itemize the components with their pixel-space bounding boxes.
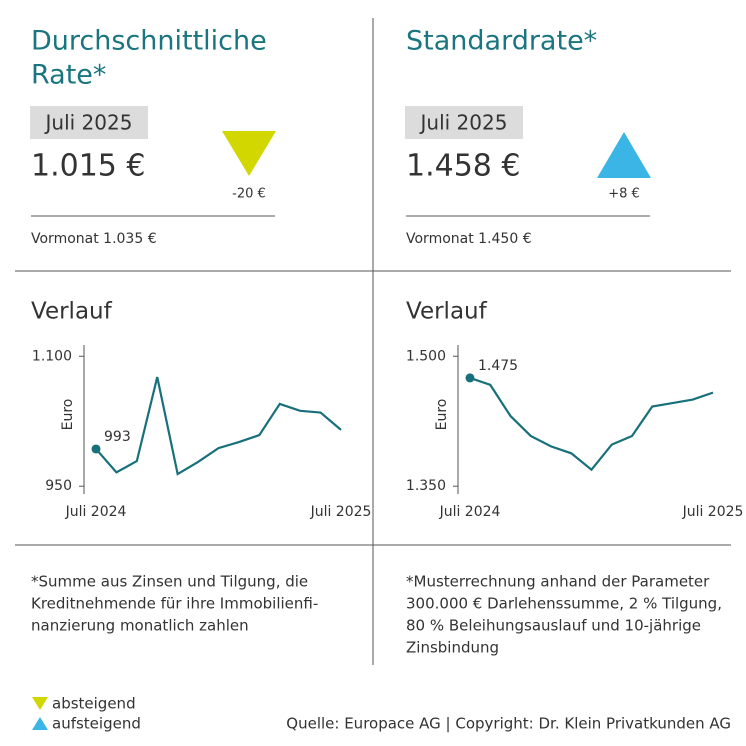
badge-bg <box>405 106 523 139</box>
y-axis-label: Euro <box>434 399 450 431</box>
footnote: 80 % Beleihungsauslauf und 10-jährige <box>406 617 701 635</box>
footnote: 300.000 € Darlehenssumme, 2 % Tilgung, <box>406 595 722 613</box>
x-tick-label: Juli 2025 <box>310 504 372 520</box>
point <box>91 444 101 454</box>
value-label: 993 <box>104 429 131 445</box>
panel-title: Durchschnittliche <box>31 26 267 57</box>
point <box>465 373 475 383</box>
x-tick-label: Juli 2024 <box>439 504 501 520</box>
legend-icon <box>32 717 48 730</box>
x-tick-label: Juli 2024 <box>65 504 127 520</box>
value-label: 1.475 <box>478 358 518 374</box>
legend-label: aufsteigend <box>52 715 141 733</box>
footnote: nanzierung monatlich zahlen <box>31 617 249 635</box>
legend-label: absteigend <box>52 695 136 713</box>
badge-bg <box>30 106 148 139</box>
previous: Vormonat 1.450 € <box>406 231 532 247</box>
badge: Juli 2025 <box>44 111 133 135</box>
up-indicator <box>597 132 651 178</box>
panel-title: Rate* <box>31 60 106 91</box>
current-value: 1.015 € <box>31 149 146 184</box>
footnote: Zinsbindung <box>406 639 499 657</box>
badge: Juli 2025 <box>419 111 508 135</box>
down-indicator <box>222 131 276 176</box>
legend-icon <box>32 697 48 710</box>
source: Quelle: Europace AG | Copyright: Dr. Kle… <box>286 715 731 733</box>
chart-title: Verlauf <box>31 299 113 325</box>
line <box>95 376 342 476</box>
current-value: 1.458 € <box>406 149 521 184</box>
previous: Vormonat 1.035 € <box>31 231 157 247</box>
y-tick-label: 1.500 <box>406 348 446 364</box>
line <box>469 376 714 472</box>
panel-title: Standardrate* <box>406 26 597 57</box>
y-axis-label: Euro <box>60 399 76 431</box>
y-tick-label: 950 <box>45 478 72 494</box>
y-tick-label: 1.350 <box>406 478 446 494</box>
y-tick-label: 1.100 <box>32 348 72 364</box>
footnote: *Summe aus Zinsen und Tilgung, die <box>31 573 308 591</box>
change: -20 € <box>232 187 266 202</box>
footnote: *Musterrechnung anhand der Parameter <box>406 573 710 591</box>
change: +8 € <box>608 187 640 202</box>
x-tick-label: Juli 2025 <box>682 504 744 520</box>
chart-title: Verlauf <box>406 299 488 325</box>
footnote: Kreditnehmende für ihre Immobilienfi- <box>31 595 318 613</box>
